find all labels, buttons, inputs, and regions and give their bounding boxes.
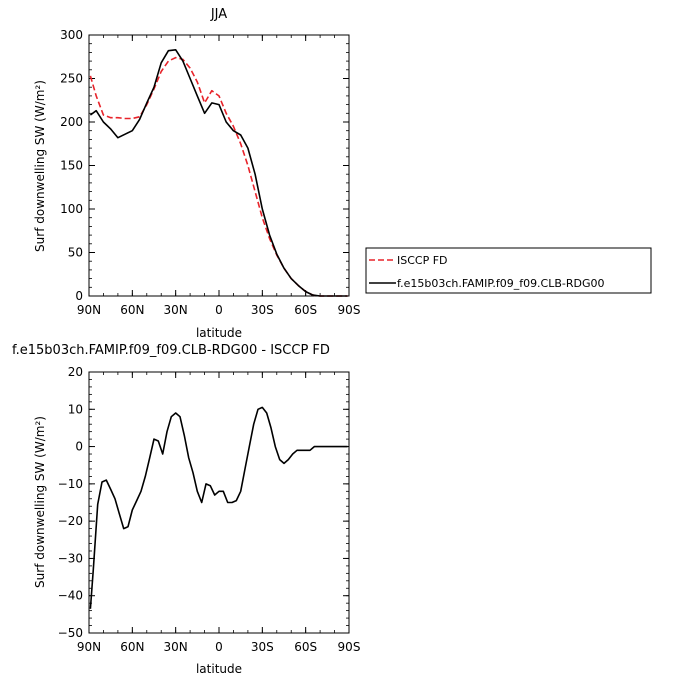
bottom-y-tick-label: −50 (58, 626, 83, 640)
top-series-lines (89, 49, 348, 297)
bottom-plot-frame (88, 371, 350, 634)
bottom-plot-title: f.e15b03ch.FAMIP.f09_f09.CLB-RDG00 - ISC… (12, 343, 330, 358)
bottom-x-tick-label: 90S (338, 640, 361, 654)
top-y-tick-label: 300 (60, 28, 83, 42)
top-x-tick-label: 90S (338, 303, 361, 317)
bottom-y-tick-label: −20 (58, 514, 83, 528)
bottom-y-tick-label: −10 (58, 477, 83, 491)
top-y-tick-label: 100 (60, 202, 83, 216)
bottom-y-tick-label: 10 (68, 402, 83, 416)
legend-box (365, 247, 652, 294)
top-plot-frame (88, 34, 350, 297)
top-x-axis-title: latitude (196, 326, 242, 340)
top-y-axis-title: Surf downwelling SW (W/m²) (33, 80, 47, 252)
top-x-tick-label: 0 (215, 303, 223, 317)
bottom-plot: f.e15b03ch.FAMIP.f09_f09.CLB-RDG00 - ISC… (12, 343, 360, 676)
top-x-tick-label: 90N (77, 303, 101, 317)
top-series-line-0 (89, 56, 348, 297)
legend-label-model: f.e15b03ch.FAMIP.f09_f09.CLB-RDG00 (397, 277, 605, 290)
bottom-y-tick-label: −40 (58, 589, 83, 603)
top-x-tick-label: 60S (294, 303, 317, 317)
bottom-x-tick-label: 30S (251, 640, 274, 654)
bottom-series-lines (89, 406, 348, 609)
top-series-line-1 (89, 49, 348, 297)
bottom-y-axis-title: Surf downwelling SW (W/m²) (33, 416, 47, 588)
bottom-x-tick-label: 60N (120, 640, 144, 654)
top-y-axis-ticks: 0 50 100 150 200 250 300 (60, 28, 349, 303)
legend: ISCCP FD f.e15b03ch.FAMIP.f09_f09.CLB-RD… (365, 247, 652, 294)
top-x-axis-ticks: 90N 60N 30N 0 30S 60S 90S (77, 35, 361, 317)
top-y-tick-label: 0 (75, 289, 83, 303)
top-y-tick-label: 200 (60, 115, 83, 129)
top-x-tick-label: 30N (164, 303, 188, 317)
legend-label-isccp: ISCCP FD (397, 254, 448, 267)
bottom-y-axis-ticks: −50 −40 −30 −20 −10 0 10 20 (58, 365, 349, 640)
bottom-y-tick-label: −30 (58, 551, 83, 565)
bottom-x-tick-label: 90N (77, 640, 101, 654)
top-y-tick-label: 250 (60, 72, 83, 86)
bottom-x-tick-label: 60S (294, 640, 317, 654)
top-x-tick-label: 60N (120, 303, 144, 317)
top-y-tick-label: 50 (68, 246, 83, 260)
bottom-x-axis-ticks: 90N 60N 30N 0 30S 60S 90S (77, 372, 361, 654)
top-y-tick-label: 150 (60, 159, 83, 173)
bottom-x-tick-label: 30N (164, 640, 188, 654)
top-x-tick-label: 30S (251, 303, 274, 317)
bottom-x-axis-title: latitude (196, 662, 242, 676)
bottom-y-tick-label: 20 (68, 365, 83, 379)
bottom-y-tick-label: 0 (75, 440, 83, 454)
top-plot-title: JJA (210, 7, 227, 22)
bottom-x-tick-label: 0 (215, 640, 223, 654)
bottom-series-line-0 (89, 406, 348, 609)
